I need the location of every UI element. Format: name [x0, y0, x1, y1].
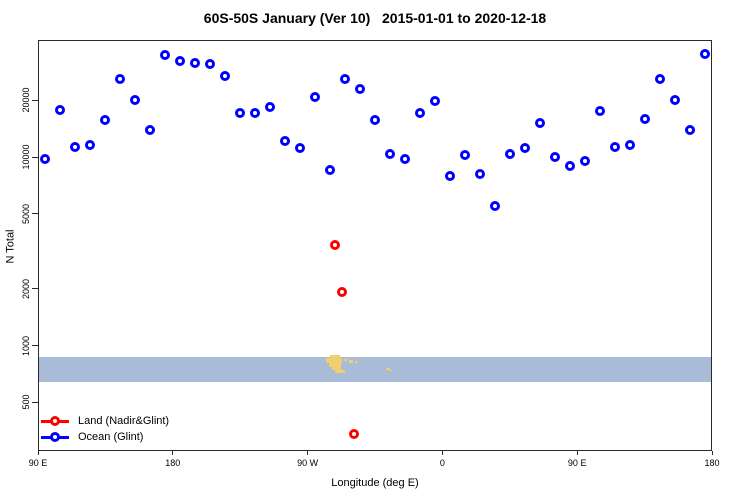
y-tick — [32, 156, 38, 158]
legend-row-land: Land (Nadir&Glint) — [41, 413, 169, 429]
legend-label-land: Land (Nadir&Glint) — [78, 414, 170, 427]
latitude-band-map — [38, 357, 712, 382]
ocean-point — [549, 152, 560, 162]
y-tick-label: 20000 — [21, 87, 31, 113]
ocean-point — [295, 143, 306, 154]
ocean-point — [609, 141, 620, 152]
ocean-point — [220, 70, 231, 81]
ocean-point — [355, 84, 366, 95]
ocean-point — [504, 148, 515, 159]
ocean-point — [175, 55, 186, 66]
ocean-point — [414, 107, 425, 118]
land-patch-patagonia-tip — [349, 360, 353, 363]
ocean-point — [444, 171, 455, 182]
x-tick — [576, 451, 578, 455]
ocean-point — [654, 74, 665, 85]
ocean-point — [399, 153, 410, 164]
ocean-point — [340, 74, 351, 85]
ocean-circle-icon — [50, 432, 60, 442]
ocean-point — [489, 200, 500, 211]
x-tick — [37, 451, 39, 455]
land-point — [337, 286, 348, 297]
land-patch-south-georgia — [386, 368, 390, 370]
x-tick-label: 180 — [165, 458, 181, 468]
ocean-point — [205, 59, 216, 70]
x-tick — [307, 451, 309, 455]
ocean-point — [190, 57, 201, 68]
x-tick — [711, 451, 713, 455]
land-patch-patagonia-tip — [329, 363, 341, 367]
x-tick-label: 90 E — [567, 458, 587, 468]
y-tick — [32, 288, 38, 290]
ocean-point — [310, 92, 321, 103]
ocean-point — [699, 48, 710, 59]
y-tick — [32, 213, 38, 215]
land-point — [329, 240, 340, 251]
ocean-point — [534, 117, 545, 128]
x-tick-label: 0 — [439, 458, 445, 468]
ocean-point — [459, 150, 470, 161]
x-tick-label: 180 — [704, 458, 720, 468]
land-patch-south-georgia — [389, 370, 392, 371]
chart-title: 60S-50S January (Ver 10) 2015-01-01 to 2… — [203, 10, 547, 26]
y-axis-title: N Total — [4, 229, 17, 264]
ocean-point — [519, 143, 530, 154]
x-tick-label: 90 W — [297, 458, 319, 468]
y-tick-label: 5000 — [21, 203, 31, 224]
ocean-point — [145, 125, 156, 136]
legend-swatch-land — [41, 416, 69, 426]
ocean-point — [70, 141, 81, 152]
ocean-point — [669, 94, 680, 105]
ocean-point — [235, 107, 246, 118]
ocean-point — [684, 125, 695, 136]
ocean-point — [100, 114, 111, 125]
ocean-point — [265, 101, 276, 112]
x-tick — [172, 451, 174, 455]
legend-swatch-ocean — [41, 432, 69, 442]
ocean-point — [594, 105, 605, 116]
ocean-point — [579, 156, 590, 167]
legend: Land (Nadir&Glint) Ocean (Glint) — [41, 413, 169, 445]
ocean-point — [115, 74, 126, 85]
y-tick — [32, 401, 38, 403]
x-tick — [441, 451, 443, 455]
ocean-point — [564, 160, 575, 171]
ocean-point — [160, 49, 171, 60]
legend-label-ocean: Ocean (Glint) — [78, 430, 144, 443]
land-patch-patagonia-tip — [332, 367, 341, 370]
ocean-point — [40, 153, 51, 164]
ocean-point — [130, 94, 141, 105]
ocean-point — [429, 96, 440, 107]
land-patch-patagonia-tip — [330, 355, 340, 358]
y-tick-label: 10000 — [21, 144, 31, 170]
ocean-point — [474, 169, 485, 180]
ocean-point — [639, 114, 650, 125]
land-patch-patagonia-tip — [326, 358, 342, 363]
land-patch-patagonia-tip — [335, 370, 345, 373]
y-tick — [32, 345, 38, 346]
ocean-point — [85, 139, 96, 150]
ocean-point — [55, 105, 66, 116]
legend-row-ocean: Ocean (Glint) — [41, 429, 169, 445]
x-axis-title: Longitude (deg E) — [331, 477, 419, 489]
ocean-point — [370, 114, 380, 125]
ocean-point — [384, 148, 395, 159]
y-tick — [32, 99, 38, 101]
land-patch-patagonia-tip — [344, 359, 347, 361]
ocean-point — [325, 165, 336, 176]
land-circle-icon — [50, 416, 60, 426]
ocean-point — [280, 136, 291, 147]
ocean-point — [624, 139, 635, 150]
y-tick-label: 2000 — [21, 278, 31, 299]
y-tick-label: 500 — [21, 394, 31, 410]
ocean-point — [250, 107, 261, 118]
y-tick-label: 1000 — [21, 335, 31, 356]
x-tick-label: 90 E — [28, 458, 48, 468]
land-patch-patagonia-tip — [355, 361, 358, 363]
land-point — [349, 428, 360, 439]
